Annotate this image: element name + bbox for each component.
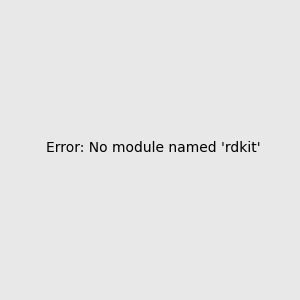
- Text: Error: No module named 'rdkit': Error: No module named 'rdkit': [46, 140, 261, 154]
